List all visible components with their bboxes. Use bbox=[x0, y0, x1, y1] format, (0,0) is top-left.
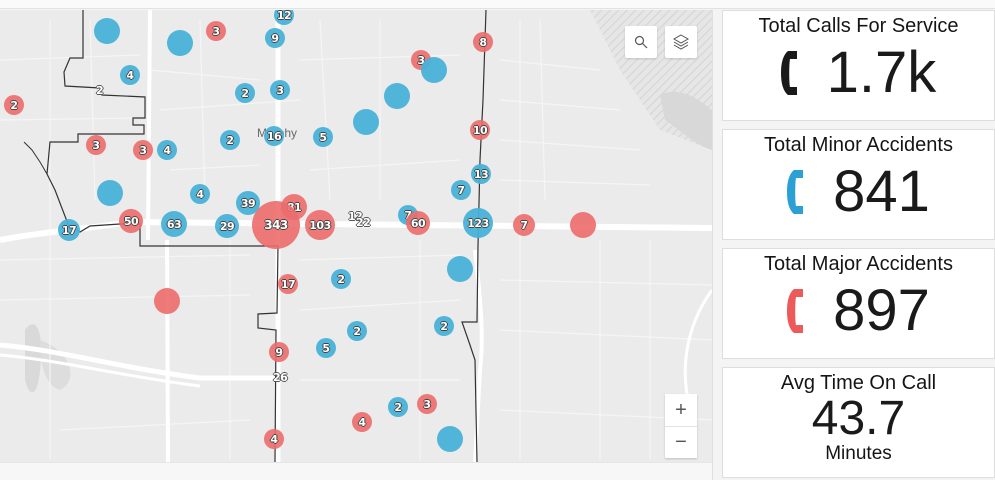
cluster-marker-blue[interactable]: 63 bbox=[161, 211, 187, 237]
cluster-marker-blue[interactable]: 17 bbox=[58, 219, 80, 241]
cluster-marker-red[interactable]: 3 bbox=[86, 135, 106, 155]
map-view[interactable]: Murphy 312942233342165381013743981506329… bbox=[0, 10, 712, 462]
cluster-marker-blue[interactable]: 13 bbox=[471, 164, 491, 184]
cluster-marker-blue[interactable] bbox=[447, 256, 473, 282]
card-value: 841 bbox=[833, 159, 930, 224]
cluster-marker-blue[interactable]: 3 bbox=[270, 80, 290, 100]
cluster-marker-red[interactable] bbox=[154, 288, 180, 314]
road-label: 22 bbox=[356, 216, 371, 229]
card-title: Total Minor Accidents bbox=[764, 134, 953, 156]
layers-icon bbox=[672, 34, 690, 50]
card-unit: Minutes bbox=[825, 443, 892, 464]
cluster-marker-red[interactable]: 3 bbox=[417, 394, 437, 414]
card-avg-time: Avg Time On Call 43.7 Minutes bbox=[722, 367, 995, 478]
cluster-marker-blue[interactable]: 2 bbox=[331, 269, 351, 289]
road-label: 2 bbox=[96, 84, 104, 97]
cluster-marker-blue[interactable]: 4 bbox=[120, 65, 140, 85]
cluster-marker-red[interactable]: 17 bbox=[278, 274, 298, 294]
cluster-marker-red[interactable]: 9 bbox=[269, 342, 289, 362]
cluster-marker-red[interactable]: 7 bbox=[513, 214, 535, 236]
cluster-marker-blue[interactable]: 5 bbox=[313, 127, 333, 147]
map-footer bbox=[0, 462, 712, 480]
cluster-marker-red[interactable]: 60 bbox=[406, 211, 430, 235]
cluster-marker-blue[interactable]: 7 bbox=[451, 180, 471, 200]
cluster-marker-blue[interactable] bbox=[94, 18, 120, 44]
card-title: Total Calls For Service bbox=[758, 15, 959, 37]
zoom-out-button[interactable]: − bbox=[665, 426, 697, 458]
zoom-control: + − bbox=[665, 394, 697, 458]
cluster-marker-blue[interactable] bbox=[437, 426, 463, 452]
cluster-marker-red[interactable]: 8 bbox=[473, 32, 493, 52]
cluster-marker-red[interactable]: 4 bbox=[264, 429, 284, 449]
cluster-marker-blue[interactable] bbox=[167, 30, 193, 56]
cluster-marker-blue[interactable] bbox=[384, 83, 410, 109]
zoom-in-button[interactable]: + bbox=[675, 398, 687, 421]
cluster-marker-blue[interactable]: 12 bbox=[274, 10, 294, 25]
card-value: 43.7 bbox=[811, 392, 906, 445]
cluster-marker-blue[interactable]: 2 bbox=[220, 130, 240, 150]
search-icon bbox=[634, 35, 648, 49]
cluster-marker-blue[interactable]: 123 bbox=[463, 208, 493, 238]
card-value: 897 bbox=[833, 278, 930, 343]
layers-button[interactable] bbox=[665, 26, 697, 58]
cluster-marker-blue[interactable]: 4 bbox=[190, 184, 210, 204]
cluster-marker-blue[interactable]: 2 bbox=[347, 321, 367, 341]
cluster-marker-blue[interactable] bbox=[97, 180, 123, 206]
phone-icon bbox=[787, 289, 804, 333]
card-value: 1.7k bbox=[826, 40, 937, 105]
card-title: Total Major Accidents bbox=[764, 253, 953, 275]
cluster-marker-blue[interactable] bbox=[421, 57, 447, 83]
cluster-marker-blue[interactable]: 29 bbox=[215, 214, 239, 238]
cluster-marker-blue[interactable]: 5 bbox=[316, 338, 336, 358]
card-title: Avg Time On Call bbox=[780, 372, 937, 394]
cluster-marker-blue[interactable]: 16 bbox=[264, 126, 284, 146]
card-total-calls: Total Calls For Service 1.7k bbox=[722, 10, 995, 121]
card-major-accidents: Total Major Accidents 897 bbox=[722, 248, 995, 359]
panel-divider bbox=[712, 10, 720, 480]
phone-icon bbox=[780, 51, 797, 95]
cluster-marker-blue[interactable]: 2 bbox=[434, 316, 454, 336]
cluster-marker-red[interactable] bbox=[570, 212, 596, 238]
cluster-marker-red[interactable]: 4 bbox=[352, 412, 372, 432]
cluster-marker-blue[interactable]: 4 bbox=[157, 140, 177, 160]
cluster-marker-blue[interactable]: 39 bbox=[236, 191, 260, 215]
cluster-marker-red[interactable]: 2 bbox=[4, 95, 24, 115]
cluster-marker-red[interactable]: 10 bbox=[470, 120, 490, 140]
cluster-marker-red[interactable]: 3 bbox=[206, 21, 226, 41]
top-strip bbox=[0, 0, 995, 9]
phone-icon bbox=[787, 170, 804, 214]
road-label: 12 bbox=[348, 210, 363, 223]
cluster-marker-red[interactable]: 343 bbox=[252, 201, 300, 249]
cluster-marker-blue[interactable]: 9 bbox=[265, 28, 285, 48]
cluster-marker-red[interactable]: 103 bbox=[305, 210, 335, 240]
card-minor-accidents: Total Minor Accidents 841 bbox=[722, 129, 995, 240]
cluster-marker-red[interactable]: 50 bbox=[119, 209, 143, 233]
cluster-marker-red[interactable]: 3 bbox=[133, 140, 153, 160]
cluster-marker-blue[interactable]: 2 bbox=[388, 397, 408, 417]
cluster-marker-blue[interactable]: 2 bbox=[235, 83, 255, 103]
search-button[interactable] bbox=[625, 26, 657, 58]
road-label: 26 bbox=[273, 371, 288, 384]
cluster-marker-blue[interactable] bbox=[353, 109, 379, 135]
basemap bbox=[0, 10, 712, 462]
